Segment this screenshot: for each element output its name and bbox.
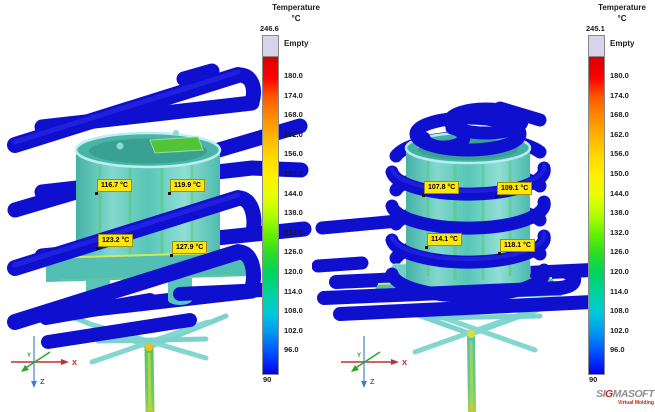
- probe-label: 114.1 °C: [425, 233, 462, 249]
- brand-name: SIGMASOFT: [596, 388, 654, 400]
- colorbar-tick: 180.0: [610, 71, 629, 80]
- colorbar-tick: 144.0: [610, 188, 629, 198]
- colorbar-tick: 120.0: [610, 267, 629, 276]
- axis-z-label: Z: [370, 377, 375, 386]
- axis-x-label: X: [72, 358, 77, 367]
- colorbar-tick: 108.0: [610, 306, 629, 316]
- colorbar-tick: 150.0: [610, 169, 629, 178]
- probe-label: 123.2 °C: [95, 234, 134, 250]
- colorbar-tick: 132.0: [610, 227, 629, 237]
- probe-label: 107.8 °C: [421, 181, 460, 197]
- runner-system-right: [395, 303, 551, 412]
- axis-z-label: Z: [40, 377, 45, 386]
- colorbar-tick: 138.0: [610, 208, 629, 218]
- axis-triad-left: X Z Y: [11, 336, 77, 388]
- colorbar-empty-label: Empty: [610, 39, 635, 48]
- probe-label: 118.1 °C: [498, 239, 535, 255]
- axis-x-label: X: [402, 358, 407, 367]
- axis-triad-right: X Z Y: [341, 336, 407, 388]
- mold-insert-right: [404, 131, 532, 293]
- probe-label: 109.1 °C: [494, 182, 533, 198]
- helix-pipes-front: [315, 101, 599, 321]
- colorbar-tick: 114.0: [610, 286, 629, 296]
- sigmasoft-logo: SIGMASOFT Virtual Molding: [576, 389, 654, 408]
- colorbar-tick: 168.0: [610, 110, 629, 120]
- brand-tagline: Virtual Molding: [617, 400, 654, 406]
- probe-label: 127.9 °C: [169, 241, 208, 257]
- colorbar-tick: 96.0: [610, 345, 625, 355]
- colorbar-tick: 174.0: [610, 90, 629, 100]
- axis-y-label: Y: [27, 353, 31, 359]
- probe-label: 119.9 °C: [168, 179, 205, 195]
- right-3d-view[interactable]: X Z Y: [312, 0, 600, 412]
- colorbar-tick: 162.0: [610, 129, 629, 139]
- probe-label: 116.7 °C: [95, 179, 132, 195]
- axis-y-label: Y: [357, 353, 361, 359]
- cooling-pipes-front: [7, 63, 269, 349]
- colorbar-tick: 126.0: [610, 247, 629, 257]
- colorbar-tick: 102.0: [610, 325, 629, 335]
- colorbar-tick: 156.0: [610, 149, 629, 159]
- left-3d-view[interactable]: X Z Y: [0, 0, 320, 412]
